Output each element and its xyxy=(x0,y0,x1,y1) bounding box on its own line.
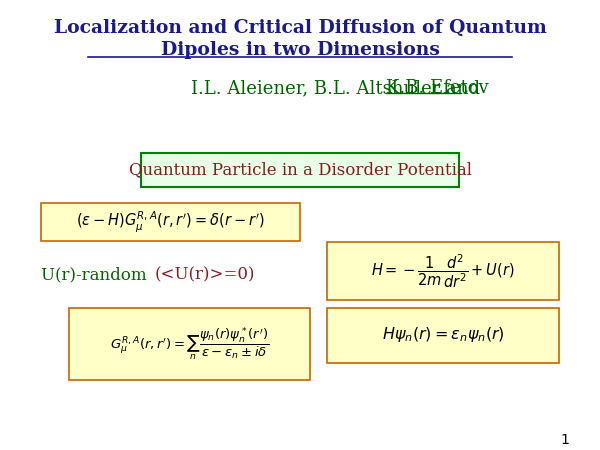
Text: $(\varepsilon - H)G_{\mu}^{R,A}(r,r^{\prime}) = \delta(r - r^{\prime})$: $(\varepsilon - H)G_{\mu}^{R,A}(r,r^{\pr… xyxy=(76,209,265,234)
Text: $H\psi_n(r) = \varepsilon_n\psi_n(r)$: $H\psi_n(r) = \varepsilon_n\psi_n(r)$ xyxy=(382,325,505,345)
Text: U(r)-random: U(r)-random xyxy=(41,266,151,284)
Text: Localization and Critical Diffusion of Quantum: Localization and Critical Diffusion of Q… xyxy=(53,19,547,37)
FancyBboxPatch shape xyxy=(69,308,310,380)
Text: (<U(r)>=0): (<U(r)>=0) xyxy=(155,266,256,284)
Text: K.B. Efetov: K.B. Efetov xyxy=(386,79,488,97)
FancyBboxPatch shape xyxy=(327,242,559,300)
Text: $G_{\mu}^{R,A}(r,r^{\prime}) = \sum_{n}\dfrac{\psi_n(r)\psi_n^*(r^{\prime})}{\va: $G_{\mu}^{R,A}(r,r^{\prime}) = \sum_{n}\… xyxy=(110,325,269,363)
FancyBboxPatch shape xyxy=(327,308,559,363)
Text: I.L. Aleiener, B.L. Altshuler and: I.L. Aleiener, B.L. Altshuler and xyxy=(191,79,486,97)
Text: Quantum Particle in a Disorder Potential: Quantum Particle in a Disorder Potential xyxy=(128,162,472,179)
Text: $H = -\dfrac{1}{2m}\dfrac{d^2}{dr^2} + U(r)$: $H = -\dfrac{1}{2m}\dfrac{d^2}{dr^2} + U… xyxy=(371,252,515,290)
Text: Dipoles in two Dimensions: Dipoles in two Dimensions xyxy=(161,41,439,59)
FancyBboxPatch shape xyxy=(41,203,300,241)
FancyBboxPatch shape xyxy=(141,153,459,187)
Text: 1: 1 xyxy=(561,433,569,447)
